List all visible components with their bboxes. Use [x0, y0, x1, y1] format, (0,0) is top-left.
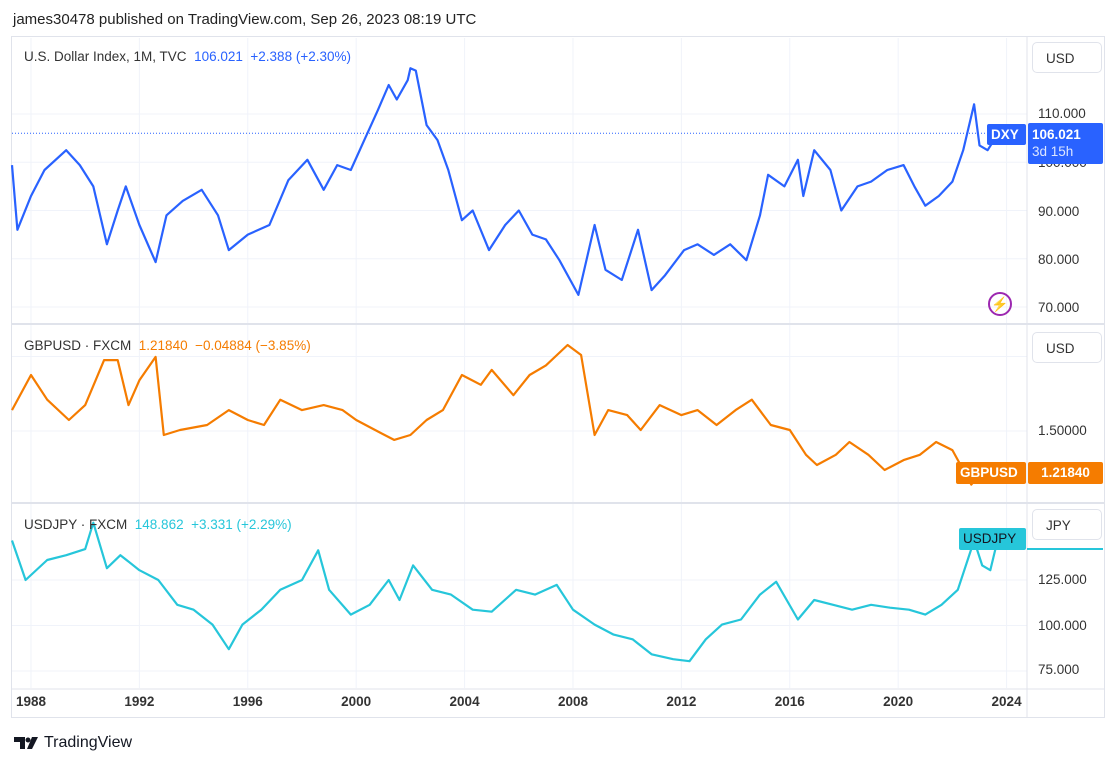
price-tag-gbpusd: 1.21840: [1028, 462, 1103, 484]
symbol-name: USDJPY · FXCM: [24, 517, 128, 532]
x-tick: 2012: [666, 694, 697, 709]
tradingview-logo[interactable]: TradingView: [14, 734, 132, 752]
publish-info: james30478 published on TradingView.com,…: [13, 11, 477, 28]
series-line-dxy: [10, 67, 1000, 296]
y-tick: 80.000: [1038, 252, 1080, 267]
tradingview-logo-icon: [14, 737, 38, 749]
symbol-change: −0.04884 (−3.85%): [195, 338, 311, 353]
symbol-name: GBPUSD · FXCM: [24, 338, 132, 353]
symbol-price: 106.021: [194, 49, 243, 64]
currency-button-dxy[interactable]: USD: [1032, 42, 1102, 73]
x-tick: 2000: [341, 694, 372, 709]
symbol-tag-dxy: DXY: [987, 124, 1026, 145]
symbol-change: +2.388 (+2.30%): [250, 49, 351, 64]
symbol-tag-gbpusd: GBPUSD: [956, 462, 1026, 484]
y-tick: 70.000: [1038, 300, 1080, 315]
y-tick: 1.50000: [1038, 423, 1087, 438]
y-tick: 125.000: [1038, 572, 1087, 587]
x-tick: 2020: [883, 694, 914, 709]
currency-button-gbpusd[interactable]: USD: [1032, 332, 1102, 363]
y-tick: 110.000: [1038, 106, 1086, 121]
series-line-gbpusd: [11, 343, 1000, 486]
symbol-price: 148.862: [134, 517, 184, 532]
y-tick: 90.000: [1038, 204, 1080, 219]
symbol-price: 1.21840: [138, 338, 188, 353]
symbol-change: +3.331 (+2.29%): [191, 517, 292, 532]
price-tag-dxy: 106.021 3d 15h: [1028, 123, 1103, 164]
brand-name: TradingView: [44, 734, 133, 751]
x-tick: 1988: [15, 694, 46, 709]
bar-countdown: 3d 15h: [1032, 144, 1074, 159]
currency-button-usdjpy[interactable]: JPY: [1032, 509, 1102, 540]
legend-dxy[interactable]: U.S. Dollar Index, 1M, TVC 106.021 +2.38…: [24, 49, 351, 64]
x-tick: 1992: [124, 694, 155, 709]
y-tick: 100.000: [1038, 618, 1087, 633]
x-tick: 2024: [991, 694, 1022, 709]
lightning-icon[interactable]: ⚡: [988, 292, 1012, 316]
chart-frame: [11, 36, 1105, 718]
symbol-name: U.S. Dollar Index, 1M, TVC: [24, 49, 187, 64]
legend-gbpusd[interactable]: GBPUSD · FXCM 1.21840 −0.04884 (−3.85%): [24, 338, 311, 353]
x-tick: 2008: [557, 694, 588, 709]
y-tick: 75.000: [1038, 662, 1080, 677]
x-tick: 2004: [449, 694, 480, 709]
series-line-usdjpy: [10, 521, 1000, 663]
legend-usdjpy[interactable]: USDJPY · FXCM 148.862 +3.331 (+2.29%): [24, 517, 292, 532]
x-tick: 2016: [774, 694, 805, 709]
symbol-tag-usdjpy: USDJPY: [959, 528, 1026, 550]
price-value: 106.021: [1032, 127, 1081, 142]
x-tick: 1996: [232, 694, 263, 709]
